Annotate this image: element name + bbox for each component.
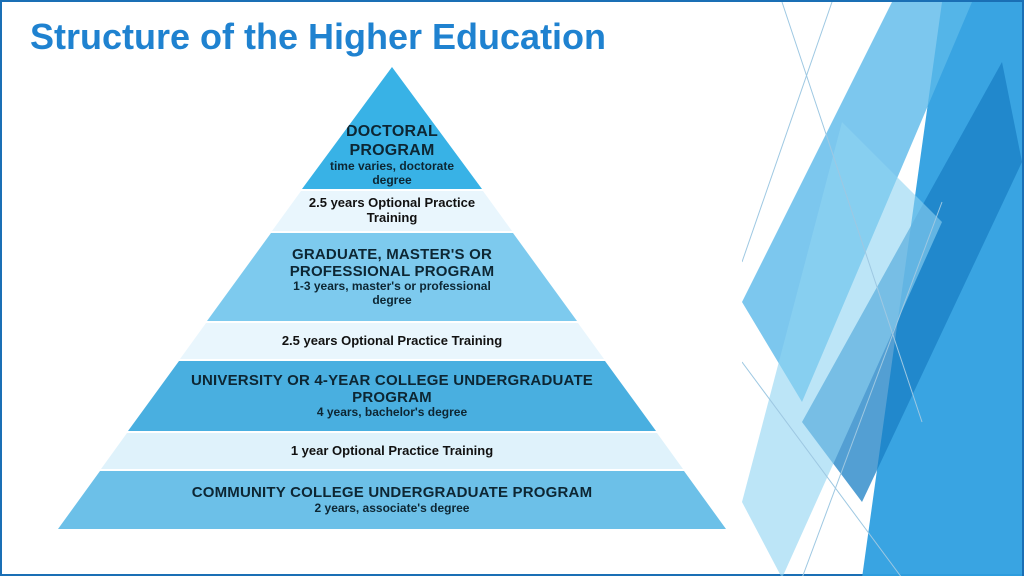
slide: Structure of the Higher Education DOCTOR… [0, 0, 1024, 576]
pyramid-level-4: UNIVERSITY OR 4-YEAR COLLEGE UNDERGRADUA… [128, 361, 656, 431]
pyramid-level-sub: 1 year Optional Practice Training [291, 444, 493, 459]
pyramid-level-5: 1 year Optional Practice Training [101, 433, 683, 469]
pyramid-level-title: DOCTORAL PROGRAM [322, 123, 462, 160]
pyramid-level-sub: 2.5 years Optional Practice Training [282, 334, 502, 349]
pyramid-level-title: COMMUNITY COLLEGE UNDERGRADUATE PROGRAM [192, 484, 593, 501]
pyramid-level-sub: 1-3 years, master's or professional degr… [277, 280, 507, 308]
pyramid-diagram: DOCTORAL PROGRAMtime varies, doctorate d… [52, 67, 732, 557]
pyramid-level-title: GRADUATE, MASTER'S OR PROFESSIONAL PROGR… [277, 246, 507, 281]
pyramid-level-6: COMMUNITY COLLEGE UNDERGRADUATE PROGRAM2… [58, 471, 726, 529]
pyramid-level-1: 2.5 years Optional Practice Training [272, 191, 512, 231]
pyramid-level-2: GRADUATE, MASTER'S OR PROFESSIONAL PROGR… [207, 233, 577, 321]
pyramid-level-sub: 2 years, associate's degree [315, 502, 470, 516]
pyramid-level-sub: 2.5 years Optional Practice Training [306, 196, 479, 226]
pyramid-level-sub: 4 years, bachelor's degree [317, 406, 467, 420]
page-title: Structure of the Higher Education [30, 16, 606, 58]
slide-decor [742, 2, 1022, 576]
pyramid-level-3: 2.5 years Optional Practice Training [180, 323, 604, 359]
pyramid-level-sub: time varies, doctorate degree [312, 160, 472, 188]
pyramid-level-title: UNIVERSITY OR 4-YEAR COLLEGE UNDERGRADUA… [190, 372, 595, 407]
pyramid-level-0: DOCTORAL PROGRAMtime varies, doctorate d… [302, 67, 482, 189]
